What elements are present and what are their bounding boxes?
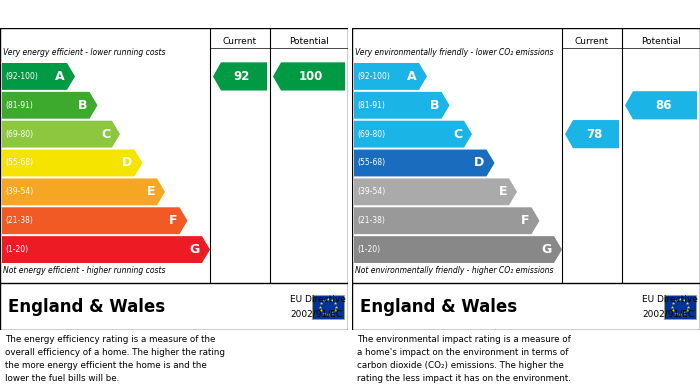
Polygon shape	[354, 150, 494, 176]
Polygon shape	[2, 236, 210, 263]
Text: Not environmentally friendly - higher CO₂ emissions: Not environmentally friendly - higher CO…	[355, 266, 554, 275]
Polygon shape	[354, 207, 540, 234]
Text: E: E	[498, 185, 507, 198]
Text: 100: 100	[299, 70, 323, 83]
Text: 78: 78	[586, 127, 602, 141]
Text: A: A	[55, 70, 65, 83]
Text: The energy efficiency rating is a measure of the
overall efficiency of a home. T: The energy efficiency rating is a measur…	[5, 335, 225, 382]
Text: Energy Efficiency Rating: Energy Efficiency Rating	[8, 7, 181, 20]
Polygon shape	[2, 150, 143, 176]
Bar	[312, 294, 344, 319]
Text: England & Wales: England & Wales	[360, 298, 517, 316]
Polygon shape	[354, 236, 562, 263]
Text: (92-100): (92-100)	[5, 72, 38, 81]
Text: F: F	[169, 214, 178, 227]
Text: (39-54): (39-54)	[5, 187, 34, 196]
Text: (21-38): (21-38)	[5, 216, 33, 225]
Text: (55-68): (55-68)	[357, 158, 385, 167]
Text: F: F	[521, 214, 529, 227]
Text: (81-91): (81-91)	[357, 101, 385, 110]
Polygon shape	[2, 63, 75, 90]
Text: Current: Current	[575, 36, 609, 45]
Text: C: C	[453, 127, 462, 141]
Text: The environmental impact rating is a measure of
a home's impact on the environme: The environmental impact rating is a mea…	[357, 335, 571, 382]
Polygon shape	[625, 91, 697, 119]
Text: (81-91): (81-91)	[5, 101, 33, 110]
Text: 2002/91/EC: 2002/91/EC	[642, 309, 694, 318]
Polygon shape	[565, 120, 619, 148]
Text: (55-68): (55-68)	[5, 158, 33, 167]
Text: Potential: Potential	[289, 36, 329, 45]
Text: EU Directive: EU Directive	[290, 295, 346, 304]
Text: B: B	[430, 99, 440, 112]
Text: (1-20): (1-20)	[5, 245, 28, 254]
Text: C: C	[101, 127, 110, 141]
Polygon shape	[213, 62, 267, 91]
Text: (92-100): (92-100)	[357, 72, 390, 81]
Polygon shape	[273, 62, 345, 91]
Text: Very energy efficient - lower running costs: Very energy efficient - lower running co…	[3, 48, 165, 57]
Text: Very environmentally friendly - lower CO₂ emissions: Very environmentally friendly - lower CO…	[355, 48, 554, 57]
Text: (21-38): (21-38)	[357, 216, 385, 225]
Text: B: B	[78, 99, 88, 112]
Text: (69-80): (69-80)	[5, 130, 33, 139]
Text: D: D	[475, 156, 484, 170]
Text: 86: 86	[654, 99, 671, 112]
Text: (1-20): (1-20)	[357, 245, 380, 254]
Polygon shape	[354, 92, 449, 119]
Bar	[664, 294, 696, 319]
Text: EU Directive: EU Directive	[642, 295, 698, 304]
Polygon shape	[2, 121, 120, 147]
Text: Current: Current	[223, 36, 257, 45]
Polygon shape	[354, 121, 472, 147]
Text: (69-80): (69-80)	[357, 130, 385, 139]
Polygon shape	[2, 178, 165, 205]
Text: 92: 92	[234, 70, 250, 83]
Polygon shape	[354, 63, 427, 90]
Text: England & Wales: England & Wales	[8, 298, 165, 316]
Polygon shape	[354, 178, 517, 205]
Text: G: G	[190, 243, 200, 256]
Text: (39-54): (39-54)	[357, 187, 385, 196]
Polygon shape	[2, 92, 97, 119]
Text: Environmental Impact (CO₂) Rating: Environmental Impact (CO₂) Rating	[360, 7, 607, 20]
Polygon shape	[2, 207, 188, 234]
Text: A: A	[407, 70, 417, 83]
Text: G: G	[542, 243, 552, 256]
Text: 2002/91/EC: 2002/91/EC	[290, 309, 342, 318]
Text: Not energy efficient - higher running costs: Not energy efficient - higher running co…	[3, 266, 165, 275]
Text: D: D	[122, 156, 132, 170]
Text: E: E	[146, 185, 155, 198]
Text: Potential: Potential	[641, 36, 681, 45]
